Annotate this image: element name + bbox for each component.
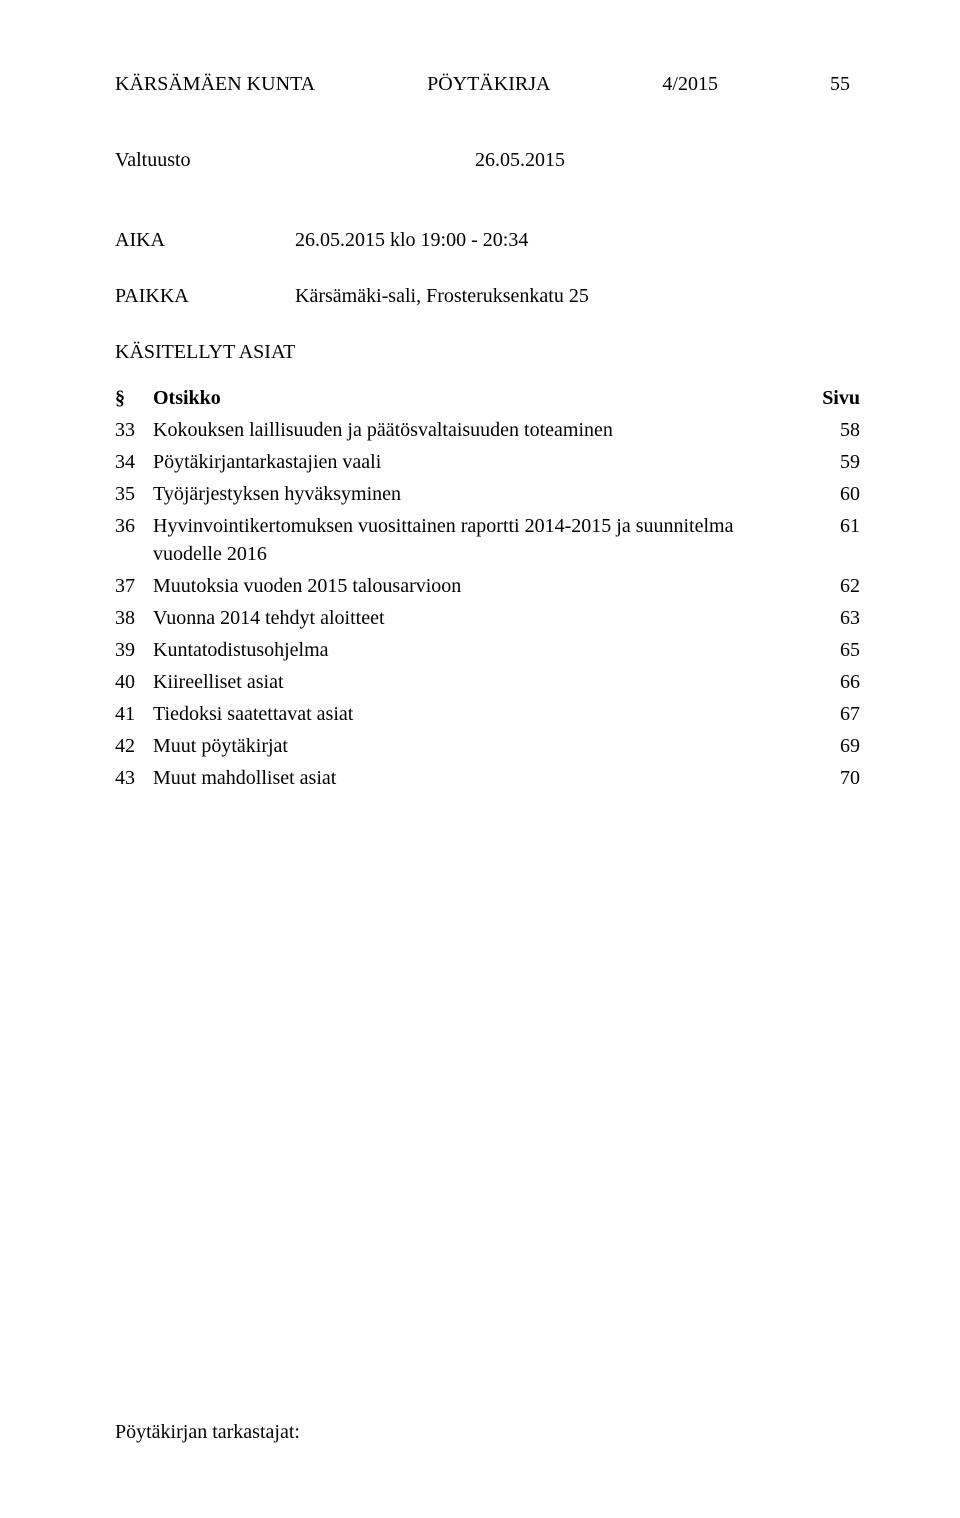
table-row: 35Työjärjestyksen hyväksyminen60 (115, 478, 860, 510)
item-title: Kokouksen laillisuuden ja päätösvaltaisu… (153, 414, 800, 446)
doc-type: PÖYTÄKIRJA (427, 70, 550, 98)
table-row: 34Pöytäkirjantarkastajien vaali59 (115, 446, 860, 478)
paikka-label: PAIKKA (115, 282, 295, 310)
item-page: 59 (800, 446, 860, 478)
table-row: 38Vuonna 2014 tehdyt aloitteet63 (115, 602, 860, 634)
item-page: 58 (800, 414, 860, 446)
table-row: 40Kiireelliset asiat66 (115, 666, 860, 698)
item-page: 67 (800, 698, 860, 730)
footer-text: Pöytäkirjan tarkastajat: (115, 1418, 300, 1446)
item-title: Tiedoksi saatettavat asiat (153, 698, 800, 730)
meeting-body: Valtuusto (115, 146, 475, 174)
item-title: Kiireelliset asiat (153, 666, 800, 698)
item-number: 34 (115, 446, 153, 478)
item-page: 61 (800, 510, 860, 570)
item-number: 36 (115, 510, 153, 570)
item-title: Pöytäkirjantarkastajien vaali (153, 446, 800, 478)
item-number: 33 (115, 414, 153, 446)
item-page: 60 (800, 478, 860, 510)
table-row: 42Muut pöytäkirjat69 (115, 730, 860, 762)
item-number: 43 (115, 762, 153, 794)
item-page: 63 (800, 602, 860, 634)
item-page: 65 (800, 634, 860, 666)
table-header-row: § Otsikko Sivu (115, 382, 860, 414)
col-header-sym: § (115, 382, 153, 414)
table-row: 41Tiedoksi saatettavat asiat67 (115, 698, 860, 730)
item-title: Hyvinvointikertomuksen vuosittainen rapo… (153, 510, 800, 570)
item-page: 70 (800, 762, 860, 794)
item-title: Vuonna 2014 tehdyt aloitteet (153, 602, 800, 634)
item-title: Muut pöytäkirjat (153, 730, 800, 762)
doc-number: 4/2015 (662, 70, 718, 98)
item-title: Kuntatodistusohjelma (153, 634, 800, 666)
item-number: 41 (115, 698, 153, 730)
paikka-row: PAIKKA Kärsämäki-sali, Frosteruksenkatu … (115, 282, 860, 310)
section-heading: KÄSITELLYT ASIAT (115, 338, 860, 366)
table-row: 36Hyvinvointikertomuksen vuosittainen ra… (115, 510, 860, 570)
aika-value: 26.05.2015 klo 19:00 - 20:34 (295, 226, 528, 254)
col-header-page: Sivu (800, 382, 860, 414)
item-number: 38 (115, 602, 153, 634)
paikka-value: Kärsämäki-sali, Frosteruksenkatu 25 (295, 282, 589, 310)
item-page: 62 (800, 570, 860, 602)
item-page: 69 (800, 730, 860, 762)
item-page: 66 (800, 666, 860, 698)
meeting-date: 26.05.2015 (475, 146, 565, 174)
col-header-title: Otsikko (153, 382, 800, 414)
table-row: 33Kokouksen laillisuuden ja päätösvaltai… (115, 414, 860, 446)
header-row: KÄRSÄMÄEN KUNTA PÖYTÄKIRJA 4/2015 55 (115, 70, 860, 98)
item-title: Työjärjestyksen hyväksyminen (153, 478, 800, 510)
item-number: 39 (115, 634, 153, 666)
org-name: KÄRSÄMÄEN KUNTA (115, 70, 315, 98)
item-number: 42 (115, 730, 153, 762)
items-table: § Otsikko Sivu 33Kokouksen laillisuuden … (115, 382, 860, 794)
page-number: 55 (830, 70, 850, 98)
aika-label: AIKA (115, 226, 295, 254)
item-number: 35 (115, 478, 153, 510)
table-row: 39Kuntatodistusohjelma65 (115, 634, 860, 666)
item-number: 37 (115, 570, 153, 602)
aika-row: AIKA 26.05.2015 klo 19:00 - 20:34 (115, 226, 860, 254)
page: KÄRSÄMÄEN KUNTA PÖYTÄKIRJA 4/2015 55 Val… (0, 0, 960, 1518)
table-row: 43Muut mahdolliset asiat70 (115, 762, 860, 794)
item-title: Muutoksia vuoden 2015 talousarvioon (153, 570, 800, 602)
subheader-row: Valtuusto 26.05.2015 (115, 146, 860, 174)
item-number: 40 (115, 666, 153, 698)
table-row: 37Muutoksia vuoden 2015 talousarvioon62 (115, 570, 860, 602)
item-title: Muut mahdolliset asiat (153, 762, 800, 794)
